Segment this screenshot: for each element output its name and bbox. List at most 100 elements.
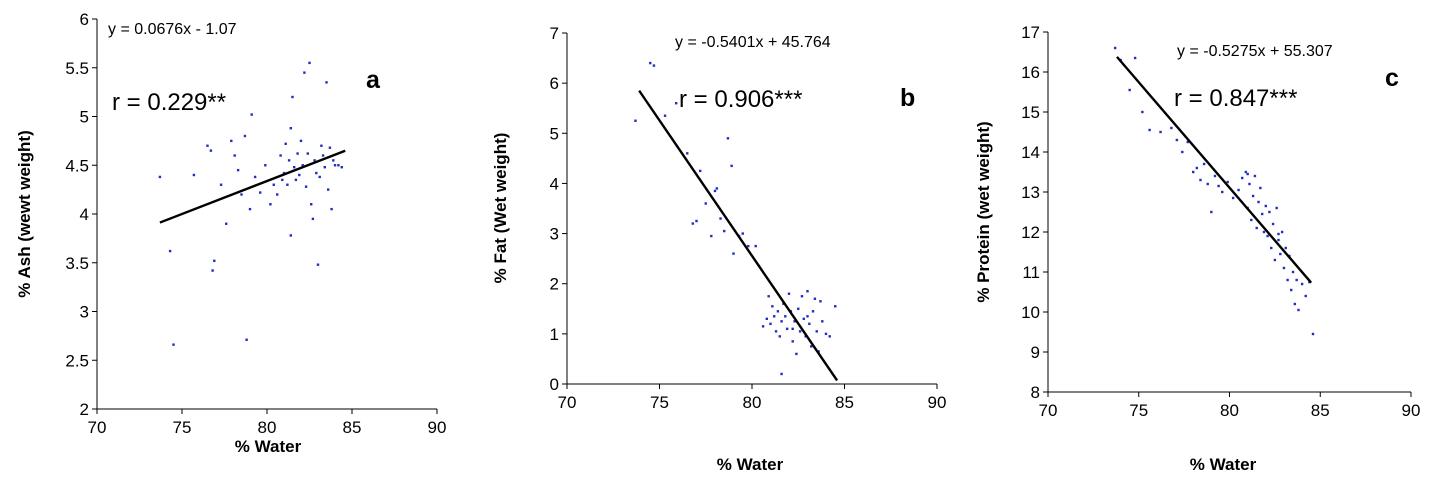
data-point — [230, 139, 233, 143]
scatter-plot-c: 8 9 10 11 12 13 14 15 16 17 70 75 80 85 90 y = -0.5275x… — [974, 23, 1420, 474]
y-tick-label: 8 — [1031, 383, 1040, 402]
data-point — [778, 335, 781, 338]
data-point — [289, 234, 292, 237]
data-point — [276, 193, 279, 196]
data-point — [771, 305, 774, 308]
data-point — [754, 244, 757, 248]
data-point — [1291, 270, 1295, 274]
y-axis-title: % Protein (wet weight) — [974, 121, 993, 302]
data-point — [704, 202, 707, 205]
data-point — [810, 345, 813, 348]
data-point — [1221, 190, 1224, 194]
data-point — [1206, 182, 1209, 186]
data-point — [780, 320, 783, 323]
y-tick-label: 3.5 — [65, 254, 89, 273]
x-axis-title: % Water — [235, 437, 302, 456]
data-point — [686, 152, 689, 155]
data-point — [269, 203, 272, 206]
x-tick-label: 75 — [650, 393, 669, 412]
y-tick-label: 5 — [550, 124, 559, 143]
data-point — [296, 152, 299, 155]
data-point — [1266, 234, 1269, 238]
data-point — [1279, 252, 1282, 256]
data-point — [293, 166, 296, 169]
x-tick-label: 80 — [743, 393, 762, 412]
y-tick-label: 2.5 — [65, 351, 89, 370]
data-point — [304, 185, 308, 188]
x-axis-title: % Water — [1190, 455, 1257, 474]
data-point — [1128, 88, 1131, 92]
data-point — [303, 71, 306, 74]
data-point — [1286, 278, 1289, 282]
data-point — [798, 330, 802, 333]
data-point — [710, 234, 713, 238]
data-point — [1270, 246, 1273, 250]
y-tick-label: 6 — [80, 10, 89, 29]
y-tick-label: 2 — [550, 275, 559, 294]
data-point — [747, 244, 750, 248]
y-tick-label: 6 — [550, 74, 559, 93]
y-tick-label: 1 — [550, 325, 559, 344]
data-point — [649, 61, 652, 65]
data-point — [250, 113, 253, 116]
data-point — [834, 305, 837, 308]
data-point — [802, 317, 805, 321]
data-point — [259, 191, 262, 194]
data-point — [791, 340, 794, 343]
data-point — [253, 175, 257, 179]
data-point — [328, 146, 332, 149]
data-point — [699, 169, 702, 173]
data-point — [192, 173, 196, 177]
data-point — [299, 139, 303, 143]
data-point — [1275, 206, 1278, 210]
y-tick-label: 5 — [80, 108, 89, 127]
data-point — [1304, 294, 1307, 298]
data-point — [732, 252, 735, 255]
data-point — [279, 154, 282, 157]
y-tick-label: 17 — [1021, 23, 1040, 42]
data-point — [294, 178, 298, 182]
data-point — [291, 95, 294, 99]
data-point — [776, 310, 780, 313]
y-tick-label: 12 — [1021, 223, 1040, 242]
data-point — [787, 292, 791, 295]
data-point — [333, 164, 337, 167]
x-tick-label: 80 — [258, 418, 277, 437]
data-point — [723, 229, 726, 233]
data-point — [233, 154, 236, 157]
data-point — [800, 295, 804, 298]
data-point — [819, 300, 822, 303]
data-point — [240, 193, 243, 196]
correlation-coefficient: r = 0.229** — [112, 89, 226, 116]
data-point — [815, 330, 818, 333]
data-point — [308, 61, 311, 65]
data-point — [272, 183, 275, 186]
data-point — [245, 338, 248, 341]
data-point — [1264, 204, 1267, 208]
data-point — [1148, 128, 1151, 132]
data-point — [806, 290, 809, 293]
data-point — [315, 171, 318, 175]
data-point — [1297, 308, 1300, 312]
data-point — [1253, 174, 1257, 178]
data-point — [320, 144, 323, 147]
data-point — [1248, 182, 1251, 186]
data-point — [332, 159, 335, 162]
x-tick-label: 90 — [928, 393, 947, 412]
data-point — [209, 149, 213, 152]
data-point — [1260, 212, 1264, 216]
data-point — [821, 320, 824, 323]
data-point — [287, 159, 291, 162]
chart-panel-a: 2 2.5 3 3.5 4 4.5 5 5.5 6 70 75 80 85 90 y = 0.0676x -… — [0, 0, 470, 478]
y-axis-title: % Ash (wewt weight) — [15, 130, 34, 298]
data-point — [695, 219, 698, 223]
x-axis-title: % Water — [717, 455, 784, 474]
data-point — [1159, 130, 1162, 134]
data-point — [313, 159, 316, 162]
panel-label: c — [1385, 64, 1399, 92]
data-point — [1246, 172, 1249, 176]
data-point — [1210, 210, 1213, 214]
panel-label: a — [366, 66, 381, 94]
y-tick-label: 3 — [80, 303, 89, 322]
data-point — [663, 114, 667, 117]
